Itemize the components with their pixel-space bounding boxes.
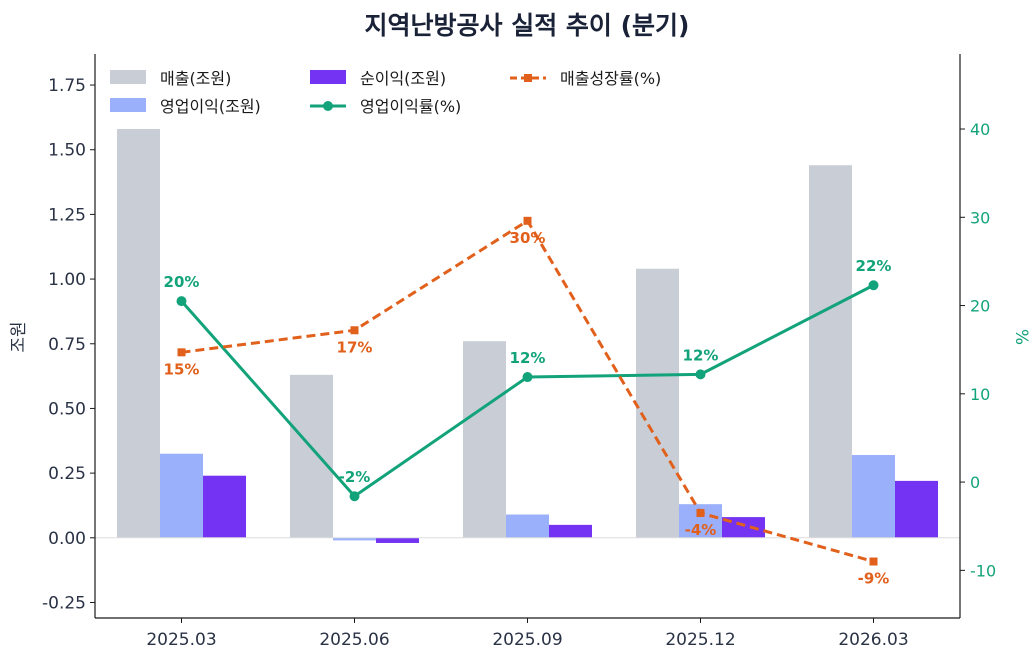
data-label-growth: -9%	[858, 570, 890, 588]
y-tick-right-label: 30	[970, 208, 990, 227]
y-axis-label-right: %	[1011, 329, 1030, 345]
line-point-1-1	[350, 326, 359, 335]
bars-layer	[117, 129, 938, 543]
line-point-1-3	[696, 508, 705, 517]
data-labels-layer: 20% -2% 12% 12% 22% 15% 17% 30% -4% -9%	[164, 229, 892, 588]
bar-1-2	[506, 514, 549, 538]
bar-2-1	[376, 537, 419, 543]
bar-0-3	[636, 268, 679, 538]
x-tick-label: 2026.03	[838, 630, 908, 650]
bar-1-4	[852, 455, 895, 538]
y-tick-right-label: -10	[970, 561, 996, 580]
bar-0-2	[463, 341, 506, 538]
y-tick-left-label: -0.25	[42, 593, 86, 613]
x-tick-label: 2025.06	[319, 630, 389, 650]
y-tick-left-label: 0.50	[48, 399, 86, 419]
x-tick-label: 2025.12	[665, 630, 735, 650]
y-tick-right-label: 20	[970, 297, 990, 316]
legend-label-0: 매출(조원)	[160, 69, 231, 88]
bar-0-1	[290, 374, 333, 538]
legend-marker-3	[323, 101, 333, 111]
y-tick-left-label: 1.75	[48, 76, 86, 96]
lines-layer	[176, 216, 879, 566]
legend-swatch-1	[110, 98, 146, 112]
line-point-0-4	[868, 280, 879, 291]
legend: 매출(조원) 영업이익(조원) 순이익(조원) 영업이익률(%) 매출성장률(%)	[110, 69, 661, 116]
y-tick-left-label: 0.00	[48, 529, 86, 549]
y-tick-right-label: 10	[970, 385, 990, 404]
bar-2-0	[203, 475, 246, 538]
line-point-0-1	[349, 491, 360, 502]
y-tick-left-label: 1.00	[48, 270, 86, 290]
axes-layer: -0.25 0.00 0.25 0.50 0.75 1.00 1.25 1.50 1.75 -10…	[42, 54, 996, 650]
legend-label-2: 순이익(조원)	[360, 69, 446, 88]
data-label-margin: -2%	[339, 468, 371, 486]
bar-1-0	[160, 453, 203, 538]
y-tick-left-label: 0.25	[48, 464, 86, 484]
legend-label-4: 매출성장률(%)	[560, 69, 661, 88]
y-axis-label-left: 조원	[9, 321, 29, 352]
line-point-0-3	[695, 369, 706, 380]
bar-1-1	[333, 537, 376, 541]
bar-2-3	[722, 517, 765, 538]
bar-2-4	[895, 480, 938, 538]
x-tick-label: 2025.09	[492, 630, 562, 650]
legend-label-1: 영업이익(조원)	[160, 97, 261, 116]
bar-2-2	[549, 524, 592, 538]
data-label-growth: 17%	[337, 338, 373, 356]
data-label-margin: 20%	[164, 273, 200, 291]
bar-0-0	[117, 129, 160, 538]
bar-0-4	[809, 165, 852, 538]
line-point-0-2	[522, 372, 533, 383]
y-tick-right-label: 0	[970, 473, 980, 492]
legend-swatch-0	[110, 70, 146, 84]
y-tick-left-label: 1.25	[48, 205, 86, 225]
chart-title: 지역난방공사 실적 추이 (분기)	[365, 11, 690, 40]
data-label-growth: -4%	[685, 521, 717, 539]
y-tick-right-label: 40	[970, 120, 990, 139]
y-tick-left-label: 1.50	[48, 141, 86, 161]
data-label-margin: 12%	[683, 346, 719, 364]
legend-marker-4	[524, 74, 532, 82]
data-label-margin: 12%	[510, 349, 546, 367]
x-tick-label: 2025.03	[146, 630, 216, 650]
y-tick-left-label: 0.75	[48, 335, 86, 355]
data-label-margin: 22%	[856, 257, 892, 275]
legend-swatch-2	[310, 70, 346, 84]
data-label-growth: 30%	[510, 229, 546, 247]
line-series-0	[180, 283, 875, 498]
legend-label-3: 영업이익률(%)	[360, 97, 461, 116]
line-series-1	[181, 219, 874, 563]
line-point-1-2	[523, 216, 532, 225]
line-point-1-0	[177, 348, 186, 357]
line-point-1-4	[869, 557, 878, 566]
data-label-growth: 15%	[164, 360, 200, 378]
line-point-0-0	[176, 296, 187, 307]
